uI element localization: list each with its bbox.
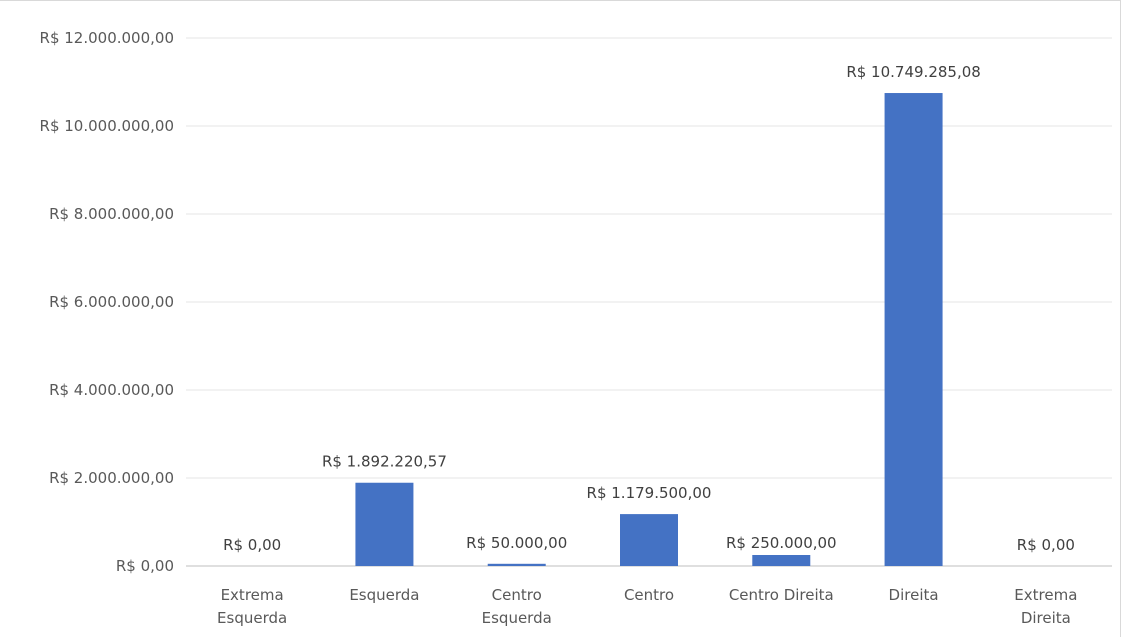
data-label: R$ 1.179.500,00 — [587, 484, 712, 502]
data-label: R$ 0,00 — [1017, 536, 1075, 554]
x-category-label: Direita — [889, 586, 939, 604]
data-label: R$ 10.749.285,08 — [846, 63, 980, 81]
bar — [884, 93, 943, 566]
x-category-label: Direita — [1021, 609, 1071, 627]
x-category-label: Centro — [624, 586, 674, 604]
data-labels: R$ 0,00 R$ 1.892.220,57 R$ 50.000,00 R$ 1.1… — [223, 63, 1075, 554]
x-category-label: Extrema — [221, 586, 284, 604]
data-label: R$ 1.892.220,57 — [322, 453, 447, 471]
x-category-label: Esquerda — [349, 586, 419, 604]
y-tick-label: R$ 12.000.000,00 — [40, 29, 174, 47]
x-category-label: Centro — [492, 586, 542, 604]
x-axis-category-labels: Extrema Esquerda Esquerda Centro Esquerda Cen… — [217, 586, 1077, 627]
bar — [752, 555, 811, 566]
x-category-label: Centro Direita — [729, 586, 834, 604]
data-label: R$ 250.000,00 — [726, 534, 837, 552]
data-label: R$ 0,00 — [223, 536, 281, 554]
data-label: R$ 50.000,00 — [466, 534, 567, 552]
y-tick-label: R$ 10.000.000,00 — [40, 117, 174, 135]
x-category-label: Esquerda — [217, 609, 287, 627]
x-category-label: Extrema — [1014, 586, 1077, 604]
bars — [355, 93, 943, 566]
y-tick-label: R$ 6.000.000,00 — [49, 293, 174, 311]
y-tick-label: R$ 2.000.000,00 — [49, 469, 174, 487]
x-category-label: Esquerda — [482, 609, 552, 627]
bar — [355, 482, 414, 566]
bar — [487, 563, 546, 566]
y-tick-label: R$ 4.000.000,00 — [49, 381, 174, 399]
y-axis-tick-labels: R$ 0,00 R$ 2.000.000,00 R$ 4.000.000,00 R$ … — [40, 29, 174, 575]
y-tick-label: R$ 8.000.000,00 — [49, 205, 174, 223]
bar — [620, 514, 678, 566]
y-tick-label: R$ 0,00 — [116, 557, 174, 575]
